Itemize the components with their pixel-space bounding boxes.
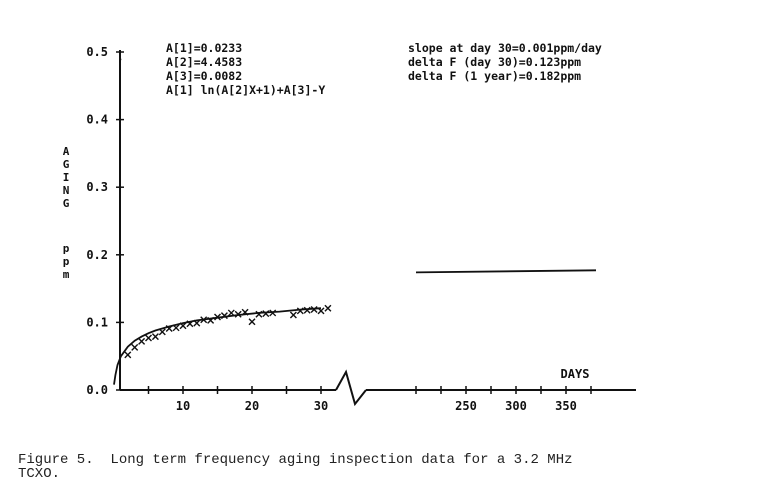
data-group — [113, 58, 597, 385]
data-point — [138, 337, 146, 345]
fit-parameter-text: A[1]=0.0233 — [166, 41, 242, 55]
x-axis-label: DAYS — [561, 367, 590, 381]
y-tick-label: 0.5 — [86, 45, 108, 59]
data-point — [269, 309, 277, 317]
y-tick-label: 0.1 — [86, 315, 108, 329]
y-tick-label: 0.2 — [86, 248, 108, 262]
y-tick-label: 0.0 — [86, 383, 108, 397]
fit-curve — [113, 307, 322, 385]
x-tick-label: 30 — [314, 399, 328, 413]
data-point — [289, 311, 297, 319]
x-tick-label: 350 — [555, 399, 577, 413]
data-point — [248, 318, 256, 326]
y-tick-label: 0.3 — [86, 180, 108, 194]
axes-group: 0.0 0.1 0.2 0.3 0.4 0.5 10 20 30 250 300 350 DAYS A G I… — [63, 45, 636, 413]
data-point — [131, 343, 139, 351]
y-tick-label: 0.4 — [86, 113, 108, 127]
result-annotation: delta F (day 30)=0.123ppm — [408, 55, 581, 69]
fit-parameter-text: A[2]=4.4583 — [166, 55, 242, 69]
data-point — [151, 333, 159, 341]
long-term-projection-line — [415, 269, 597, 274]
fit-parameter-text: A[1] ln(A[2]X+1)+A[3]-Y — [166, 83, 325, 97]
fit-curve-spike — [119, 58, 122, 63]
figure-caption: Figure 5. Long term frequency aging insp… — [18, 452, 573, 482]
data-point — [145, 334, 152, 342]
x-tick-label: 10 — [176, 399, 190, 413]
result-annotation: slope at day 30=0.001ppm/day — [408, 41, 602, 55]
data-point — [324, 304, 332, 312]
x-tick-label: 20 — [245, 399, 259, 413]
x-axis-break — [335, 369, 367, 407]
data-point — [124, 351, 132, 359]
x-tick-label: 250 — [455, 399, 477, 413]
fit-parameter-text: A[3]=0.0082 — [166, 69, 242, 83]
result-annotation: delta F (1 year)=0.182ppm — [408, 69, 581, 83]
x-tick-label: 300 — [505, 399, 527, 413]
